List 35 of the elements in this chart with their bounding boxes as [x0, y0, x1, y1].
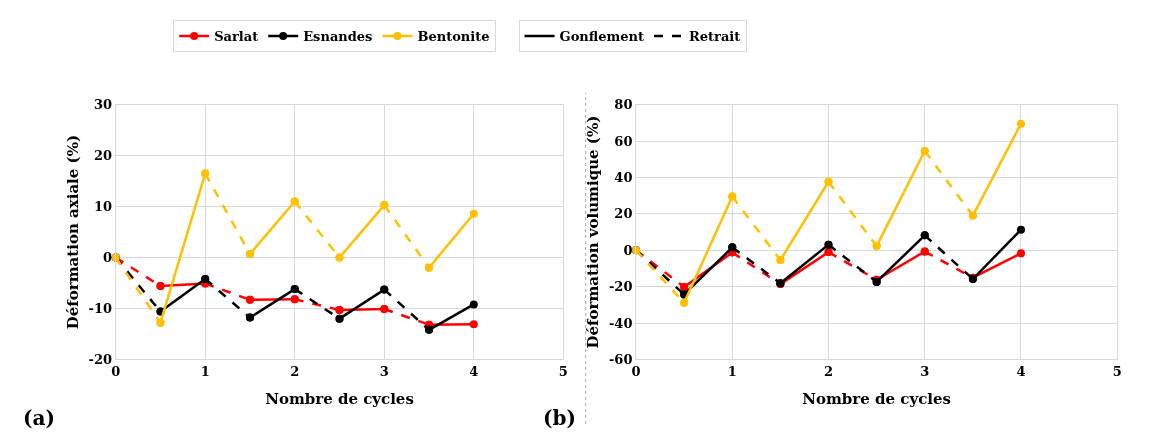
legend-label: Bentonite: [417, 29, 490, 45]
x-tick-label: 5: [558, 363, 568, 379]
legend-label: Sarlat: [214, 29, 259, 45]
legend-label: Gonflement: [559, 29, 644, 45]
x-tick-label: 2: [290, 363, 300, 379]
y-tick-label: 0: [103, 250, 113, 266]
y-tick-label: -40: [608, 315, 633, 331]
x-axis-title: Nombre de cycles: [802, 389, 951, 408]
y-tick-label: 20: [614, 206, 633, 222]
y-tick-label: 40: [614, 170, 633, 186]
y-tick-label: 10: [94, 199, 113, 215]
y-tick-label: -10: [88, 301, 113, 317]
x-tick-label: 1: [200, 363, 210, 379]
y-tick-label: 0: [623, 242, 633, 258]
y-tick-label: 60: [614, 133, 633, 149]
legend-label: Esnandes: [303, 29, 373, 45]
y-tick-label: -60: [608, 351, 633, 367]
y-axis-title: Déformation volumique (%): [584, 115, 603, 349]
y-axis-title: Déformation axiale (%): [63, 134, 82, 330]
x-tick-label: 2: [823, 363, 834, 379]
x-axis-title: Nombre de cycles: [265, 389, 414, 408]
x-tick-label: 4: [469, 363, 479, 379]
text: (b): [543, 406, 576, 430]
legend-label: Retrait: [688, 29, 741, 45]
y-tick-label: 80: [614, 97, 633, 113]
x-tick-label: 3: [920, 363, 930, 379]
y-tick-label: 30: [94, 97, 113, 113]
x-tick-label: 3: [379, 363, 389, 379]
x-tick-label: 5: [1112, 363, 1122, 379]
text: (a): [23, 406, 55, 430]
y-tick-label: -20: [88, 351, 113, 367]
x-tick-label: 1: [727, 363, 737, 379]
y-tick-label: -20: [608, 279, 633, 295]
x-tick-label: 4: [1016, 363, 1026, 379]
y-tick-label: 20: [94, 148, 113, 164]
